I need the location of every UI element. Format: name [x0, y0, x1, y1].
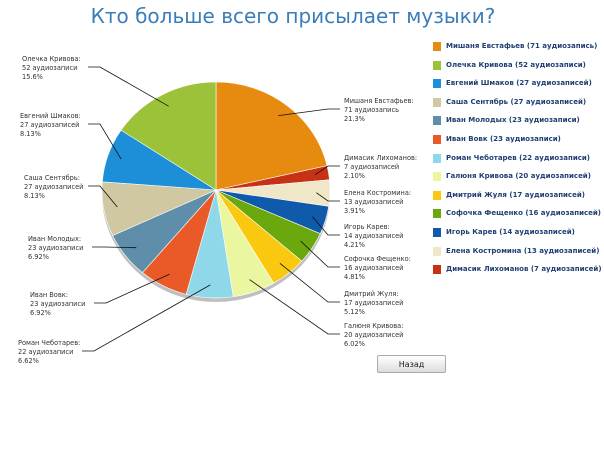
legend-swatch-sofochka-feschenko: [433, 209, 441, 219]
slice-label-count-roman-chebotarev: 22 аудиозаписи: [18, 348, 73, 356]
legend-label-evgeniy-shmakov: Евгений Шмаков (27 аудиозаписей): [446, 79, 592, 88]
leader-line-elena-kostromina: [316, 192, 340, 202]
leader-line-roman-chebotarev: [82, 284, 211, 352]
slice-label-name-elena-kostromina: Елена Костромина:: [344, 189, 411, 197]
slice-label-count-ivan-molodyh: 23 аудиозаписи: [28, 244, 83, 252]
slice-label-percent-sasha-sentyabr: 8.13%: [24, 192, 45, 200]
legend-swatch-roman-chebotarev: [433, 153, 441, 163]
slice-label-name-igor-karev: Игорь Карев:: [344, 223, 390, 231]
slice-label-percent-evgeniy-shmakov: 8.13%: [20, 130, 41, 138]
slice-label-count-evgeniy-shmakov: 27 аудиозаписей: [20, 121, 79, 129]
legend-item-mishanya-evstafev: Мишаня Евстафьев (71 аудиозапись): [431, 40, 603, 59]
legend-item-ivan-molodyh: Иван Молодых (23 аудиозаписи): [431, 114, 603, 133]
legend-item-galyunya-krivova: Галюня Кривова (20 аудиозаписей): [431, 170, 603, 189]
legend-item-igor-karev: Игорь Карев (14 аудиозаписей): [431, 226, 603, 245]
leader-line-igor-karev: [311, 216, 340, 236]
legend-swatch-igor-karev: [433, 227, 441, 237]
legend-swatch-mishanya-evstafev: [433, 42, 441, 51]
legend-label-galyunya-krivova: Галюня Кривова (20 аудиозаписей): [446, 172, 591, 181]
legend-swatch-dimasik-lihomanov: [433, 265, 441, 275]
slice-label-name-ivan-vovk: Иван Вовк:: [30, 291, 68, 299]
legend-label-igor-karev: Игорь Карев (14 аудиозаписей): [446, 227, 575, 236]
slice-label-percent-dimasik-lihomanov: 2.10%: [344, 172, 365, 180]
slice-label-count-igor-karev: 14 аудиозаписей: [344, 232, 403, 240]
slice-label-name-dmitriy-zhulya: Дмитрий Жуля:: [344, 290, 399, 298]
legend-item-ivan-vovk: Иван Вовк (23 аудиозаписи): [431, 133, 603, 152]
legend-swatch-ivan-vovk: [433, 134, 441, 144]
pie-slice-mishanya-evstafev[interactable]: [215, 81, 328, 191]
legend-label-dmitriy-zhulya: Дмитрий Жуля (17 аудиозаписей): [446, 190, 585, 199]
slice-label-count-mishanya-evstafev: 71 аудиозапись: [344, 106, 399, 114]
slice-label-percent-galyunya-krivova: 6.02%: [344, 340, 365, 348]
slice-label-percent-olechka-krivova: 15.6%: [22, 73, 43, 81]
leader-line-ivan-vovk: [94, 273, 170, 304]
slice-label-name-roman-chebotarev: Роман Чеботарев:: [18, 339, 80, 347]
legend-item-elena-kostromina: Елена Костромина (13 аудиозаписей): [431, 245, 603, 264]
legend-label-sasha-sentyabr: Саша Сентябрь (27 аудиозаписей): [446, 97, 587, 106]
legend-swatch-elena-kostromina: [433, 246, 441, 256]
slice-label-percent-dmitriy-zhulya: 5.12%: [344, 308, 365, 316]
back-button[interactable]: Назад: [377, 355, 446, 373]
slice-label-count-sofochka-feschenko: 16 аудиозаписей: [344, 264, 403, 272]
slice-label-name-ivan-molodyh: Иван Молодых:: [28, 235, 81, 243]
legend-label-ivan-vovk: Иван Вовк (23 аудиозаписи): [446, 134, 561, 143]
legend-label-roman-chebotarev: Роман Чеботарев (22 аудиозаписи): [446, 153, 590, 162]
leader-line-dimasik-lihomanov: [314, 165, 340, 176]
legend-swatch-sasha-sentyabr: [433, 97, 441, 107]
leader-line-sofochka-feschenko: [300, 240, 340, 268]
legend-item-evgeniy-shmakov: Евгений Шмаков (27 аудиозаписей): [431, 77, 603, 96]
leader-line-mishanya-evstafev: [278, 108, 340, 116]
slice-label-count-ivan-vovk: 23 аудиозаписи: [30, 300, 85, 308]
leader-line-sasha-sentyabr: [88, 185, 118, 208]
legend-item-dimasik-lihomanov: Димасик Лихоманов (7 аудиозаписей): [431, 263, 603, 282]
pie-slice-olechka-krivova[interactable]: [120, 81, 217, 191]
legend-swatch-galyunya-krivova: [433, 172, 441, 182]
slice-label-count-dmitriy-zhulya: 17 аудиозаписей: [344, 299, 403, 307]
leader-line-galyunya-krivova: [249, 279, 340, 335]
legend: Мишаня Евстафьев (71 аудиозапись) Олечка …: [431, 40, 603, 282]
legend-label-olechka-krivova: Олечка Кривова (52 аудиозаписи): [446, 60, 586, 69]
leader-line-evgeniy-shmakov: [88, 123, 122, 160]
legend-label-elena-kostromina: Елена Костромина (13 аудиозаписей): [446, 246, 600, 255]
chart-title: Кто больше всего присылает музыки?: [90, 4, 496, 28]
slice-label-count-galyunya-krivova: 20 аудиозаписей: [344, 331, 403, 339]
slice-label-percent-sofochka-feschenko: 4.81%: [344, 273, 365, 281]
slice-label-name-dimasik-lihomanov: Димасик Лихоманов:: [344, 154, 417, 162]
legend-label-dimasik-lihomanov: Димасик Лихоманов (7 аудиозаписей): [446, 265, 602, 274]
slice-label-count-olechka-krivova: 52 аудиозаписи: [22, 64, 77, 72]
legend-label-sofochka-feschenko: Софочка Фещенко (16 аудиозаписей): [446, 209, 601, 218]
slice-label-percent-ivan-vovk: 6.92%: [30, 309, 51, 317]
leader-line-olechka-krivova: [88, 66, 169, 107]
legend-swatch-dmitriy-zhulya: [433, 190, 441, 200]
slice-label-percent-igor-karev: 4.21%: [344, 241, 365, 249]
slice-label-percent-mishanya-evstafev: 21.3%: [344, 115, 365, 123]
slice-label-count-sasha-sentyabr: 27 аудиозаписей: [24, 183, 83, 191]
slice-label-name-olechka-krivova: Олечка Кривова:: [22, 55, 81, 63]
leader-line-ivan-molodyh: [92, 246, 137, 249]
leader-line-dmitriy-zhulya: [279, 262, 340, 303]
slice-label-name-sofochka-feschenko: Софочка Фещенко:: [344, 255, 411, 263]
legend-item-sasha-sentyabr: Саша Сентябрь (27 аудиозаписей): [431, 96, 603, 115]
legend-label-ivan-molodyh: Иван Молодых (23 аудиозаписи): [446, 116, 580, 125]
legend-swatch-evgeniy-shmakov: [433, 79, 441, 89]
slice-label-name-sasha-sentyabr: Саша Сентябрь:: [24, 174, 80, 182]
legend-swatch-ivan-molodyh: [433, 116, 441, 126]
slice-label-name-evgeniy-shmakov: Евгений Шмаков:: [20, 112, 81, 120]
slice-label-name-mishanya-evstafev: Мишаня Евстафьев:: [344, 97, 414, 105]
slice-label-name-galyunya-krivova: Галюня Кривова:: [344, 322, 403, 330]
slice-label-percent-ivan-molodyh: 6.92%: [28, 253, 49, 261]
slice-label-count-dimasik-lihomanov: 7 аудиозаписей: [344, 163, 399, 171]
legend-item-roman-chebotarev: Роман Чеботарев (22 аудиозаписи): [431, 152, 603, 171]
slice-label-percent-roman-chebotarev: 6.62%: [18, 357, 39, 365]
slice-label-count-elena-kostromina: 13 аудиозаписей: [344, 198, 403, 206]
slice-label-percent-elena-kostromina: 3.91%: [344, 207, 365, 215]
legend-item-olechka-krivova: Олечка Кривова (52 аудиозаписи): [431, 59, 603, 78]
legend-swatch-olechka-krivova: [433, 60, 441, 70]
legend-item-sofochka-feschenko: Софочка Фещенко (16 аудиозаписей): [431, 207, 603, 226]
legend-label-mishanya-evstafev: Мишаня Евстафьев (71 аудиозапись): [446, 42, 598, 50]
legend-item-dmitriy-zhulya: Дмитрий Жуля (17 аудиозаписей): [431, 189, 603, 208]
